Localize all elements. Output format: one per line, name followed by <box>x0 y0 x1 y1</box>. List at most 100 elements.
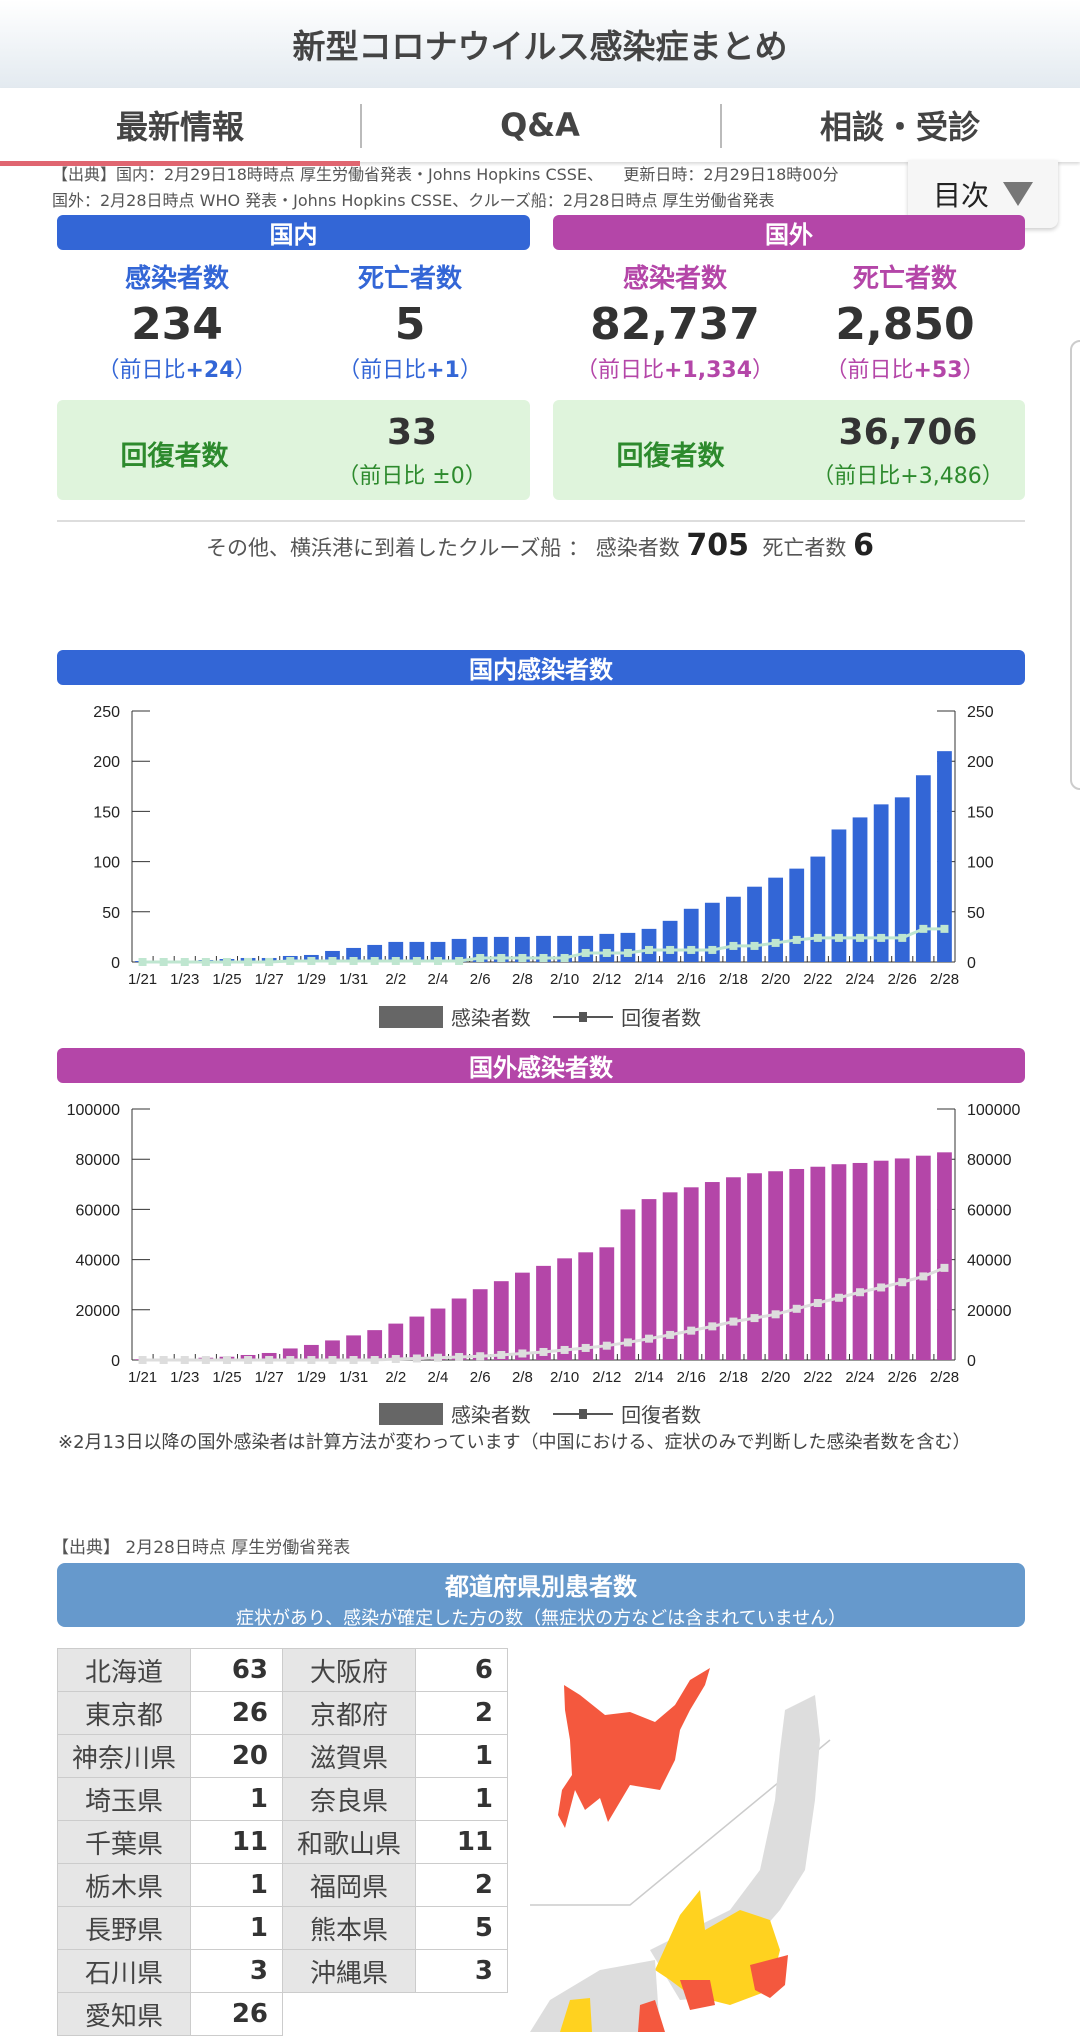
map-kanto-yellow <box>655 1890 780 2005</box>
prefecture-name: 長野県 <box>57 1906 191 1950</box>
table-row: 栃木県 1 福岡県 2 <box>57 1863 508 1907</box>
bar-2-11 <box>578 935 594 962</box>
x-tick-label: 2/10 <box>550 971 579 988</box>
line-legend-swatch <box>553 1408 614 1419</box>
bar-2-4 <box>430 941 446 962</box>
prefecture-subtitle: 症状があり、感染が確定した方の数（無症状の方などは含まれていません） <box>235 1608 847 1629</box>
chart-note: ※2月13日以降の国外感染者は計算方法が変わっています（中国における、症状のみで… <box>58 1432 971 1453</box>
recovered-point-2-23 <box>834 933 843 942</box>
source-line-1: 【出典】国内：2月29日18時時点 厚生労働省発表・Johns Hopkins … <box>52 161 839 185</box>
recovered-point-2-2 <box>391 1354 400 1363</box>
recovered-point-2-6 <box>476 953 485 962</box>
prefecture-name: 和歌山県 <box>282 1820 416 1864</box>
delta-prefix: （前日比 <box>338 358 427 383</box>
bar-2-21 <box>789 868 805 962</box>
x-tick-label: 2/26 <box>888 1369 917 1386</box>
recovered-point-2-28 <box>940 924 949 933</box>
x-tick-label: 2/12 <box>592 1369 621 1386</box>
label: 感染者数 <box>622 264 727 294</box>
x-tick-label: 2/6 <box>470 1369 491 1386</box>
label: 死亡者数 <box>852 264 957 294</box>
y-tick-label-right: 20000 <box>967 1303 1012 1320</box>
recovered-point-2-20 <box>771 1310 780 1319</box>
recovered-point-1-21 <box>138 1356 147 1364</box>
prefecture-count: 26 <box>190 1691 283 1735</box>
bar-legend-swatch <box>378 1402 443 1425</box>
y-tick-label: 20000 <box>76 1303 121 1320</box>
recovered-point-2-25 <box>877 1283 886 1292</box>
delta-suffix: ） <box>459 358 482 383</box>
delta-prefix: （前日比 <box>97 358 186 383</box>
tab-qa[interactable]: Q&A <box>360 88 720 162</box>
recovered-point-2-18 <box>729 1317 738 1326</box>
bar-legend-swatch <box>378 1005 443 1028</box>
recovered-point-1-24 <box>201 958 210 966</box>
legend-recovered: 回復者数 <box>621 1006 702 1030</box>
x-tick-label: 2/6 <box>470 971 491 988</box>
value: 2,850 <box>835 299 975 350</box>
bar-2-23 <box>831 1164 847 1360</box>
tab-consult[interactable]: 相談・受診 <box>720 88 1080 162</box>
label: 回復者数 <box>120 441 229 472</box>
x-tick-label: 2/28 <box>930 1369 959 1386</box>
bar-2-1 <box>367 1330 383 1360</box>
recovered-point-2-26 <box>898 1278 907 1287</box>
x-tick-label: 2/24 <box>845 971 874 988</box>
recovered-point-2-5 <box>455 956 464 965</box>
delta: +53 <box>913 358 963 383</box>
x-tick-label: 2/2 <box>385 1369 406 1386</box>
x-tick-label: 2/20 <box>761 1369 790 1386</box>
delta-suffix: ） <box>234 358 257 383</box>
recovered-point-2-3 <box>412 956 421 965</box>
x-tick-label: 2/22 <box>803 971 832 988</box>
bar-1-30 <box>325 950 340 962</box>
y-tick-label-right: 200 <box>967 754 994 771</box>
x-tick-label: 2/16 <box>677 971 706 988</box>
table-row: 石川県 3 沖縄県 3 <box>57 1949 508 1993</box>
delta: +1 <box>426 358 460 383</box>
y-tick-label-right: 150 <box>967 804 994 821</box>
prefecture-name: 石川県 <box>57 1949 191 1993</box>
recovered-point-2-22 <box>813 1299 822 1308</box>
bar-2-2 <box>388 1323 404 1360</box>
y-tick-label-right: 100000 <box>967 1102 1020 1119</box>
recovered-point-1-30 <box>328 956 337 965</box>
recovered-point-1-27 <box>265 1356 274 1364</box>
bar-2-15 <box>662 920 678 962</box>
foreign-chart: 0 0 20000 20000 40000 40000 60000 60000 80000 800… <box>67 1102 1021 1386</box>
y-tick-label: 50 <box>102 905 120 922</box>
y-tick-label: 250 <box>93 704 120 721</box>
recovered-point-2-10 <box>560 1345 569 1354</box>
scrollbar[interactable] <box>1070 340 1080 790</box>
y-tick-label: 150 <box>93 804 120 821</box>
x-tick-label: 2/2 <box>385 971 406 988</box>
bar-2-19 <box>747 1173 762 1360</box>
recovered-point-2-18 <box>729 941 738 950</box>
recovered-point-1-28 <box>286 1356 295 1364</box>
y-tick-label-right: 40000 <box>967 1253 1012 1270</box>
x-tick-label: 2/4 <box>428 971 449 988</box>
x-tick-label: 2/18 <box>719 971 748 988</box>
bar-2-13 <box>620 1209 636 1360</box>
bar-2-6 <box>472 1289 488 1360</box>
prefecture-count: 2 <box>415 1863 508 1907</box>
divider <box>57 520 1025 522</box>
x-tick-label: 2/28 <box>930 971 959 988</box>
x-tick-label: 1/29 <box>297 971 326 988</box>
recovered-point-2-24 <box>856 933 865 942</box>
recovered-point-1-31 <box>349 956 358 965</box>
x-tick-label: 2/8 <box>512 1369 533 1386</box>
source-text: 【出典】国内：2月29日18時時点 厚生労働省発表・Johns Hopkins … <box>52 165 604 184</box>
bar-2-14 <box>641 928 657 962</box>
x-tick-label: 2/8 <box>512 971 533 988</box>
bar-2-23 <box>831 829 847 962</box>
domestic-chart: 0 0 50 50 100 100 150 150 200 200 250 250 1/21 1/23 1/… <box>93 704 994 988</box>
label: 回復者数 <box>616 441 725 472</box>
y-tick-label: 0 <box>111 1353 120 1370</box>
table-row: 長野県 1 熊本県 5 <box>57 1906 508 1950</box>
foreign-chart-title: 国外感染者数 <box>57 1048 1025 1083</box>
tab-latest[interactable]: 最新情報 <box>0 88 360 166</box>
recovered-point-1-29 <box>307 956 316 965</box>
y-tick-label-right: 0 <box>967 955 976 972</box>
foreign-header: 国外 <box>553 215 1025 250</box>
